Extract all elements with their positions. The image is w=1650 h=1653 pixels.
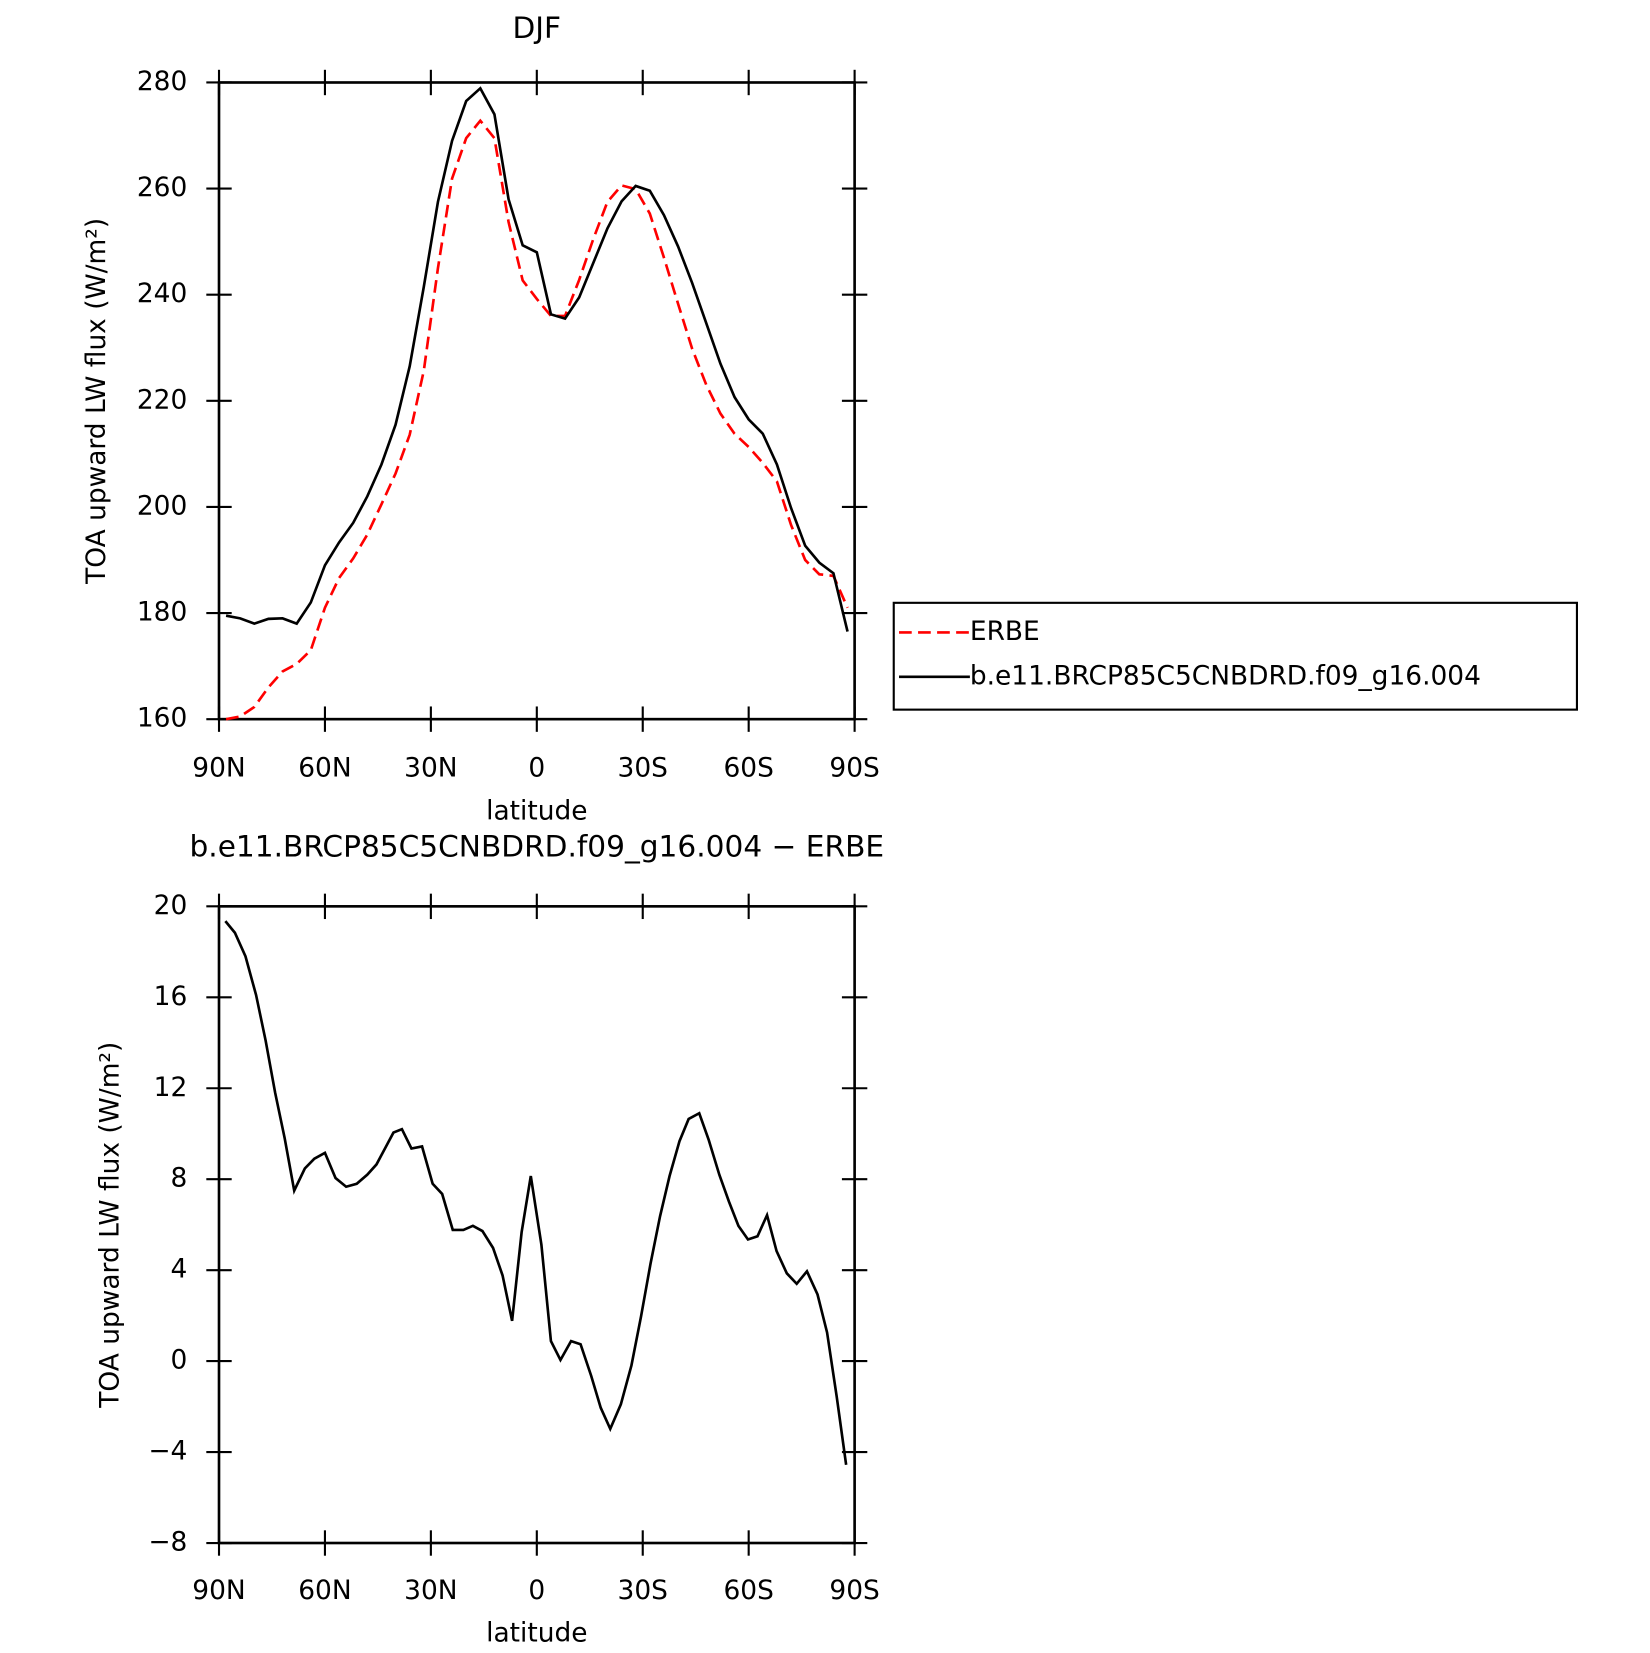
y-tick-label: 220 [137,384,187,415]
x-tick-label: 60S [723,752,773,783]
y-axis-label: TOA upward LW flux (W/m²) [95,1042,126,1409]
x-tick-label: 60N [298,752,351,783]
x-tick-label: 60N [298,1575,351,1606]
y-tick-label: 260 [137,172,187,203]
x-tick-label: 30S [618,1575,668,1606]
x-axis-label: latitude [486,1617,587,1648]
x-tick-label: 60S [723,1575,773,1606]
x-tick-label: 30N [404,752,457,783]
x-tick-label: 90S [829,1575,879,1606]
y-tick-label: 280 [137,66,187,97]
x-tick-label: 90S [829,752,879,783]
y-tick-label: 8 [170,1163,187,1194]
legend-box [892,601,1578,711]
chart-title: b.e11.BRCP85C5CNBDRD.f09_g16.004 − ERBE [190,830,885,864]
legend-label: b.e11.BRCP85C5CNBDRD.f09_g16.004 [970,660,1481,691]
x-axis-label: latitude [486,796,587,827]
plot-frame [217,81,856,721]
x-tick-label: 90N [192,752,245,783]
y-tick-label: 240 [137,278,187,309]
y-tick-label: 4 [170,1254,187,1285]
plot-frame [217,905,856,1545]
y-tick-label: 12 [154,1072,188,1103]
data-line [224,920,848,1465]
y-tick-label: 20 [154,890,188,921]
y-axis-label: TOA upward LW flux (W/m²) [81,218,112,585]
x-tick-label: 30S [618,752,668,783]
x-tick-label: 0 [528,752,545,783]
chart-title: DJF [513,11,562,45]
y-tick-label: −8 [148,1527,187,1558]
y-tick-label: 160 [137,703,187,734]
x-tick-label: 0 [528,1575,545,1606]
y-tick-label: −4 [148,1436,187,1467]
y-tick-label: 16 [154,981,188,1012]
y-tick-label: 180 [137,597,187,628]
y-tick-label: 0 [170,1345,187,1376]
y-tick-label: 200 [137,490,187,521]
legend-label: ERBE [970,616,1040,647]
data-line [225,118,849,721]
data-line [225,86,849,632]
x-tick-label: 30N [404,1575,457,1606]
x-tick-label: 90N [192,1575,245,1606]
